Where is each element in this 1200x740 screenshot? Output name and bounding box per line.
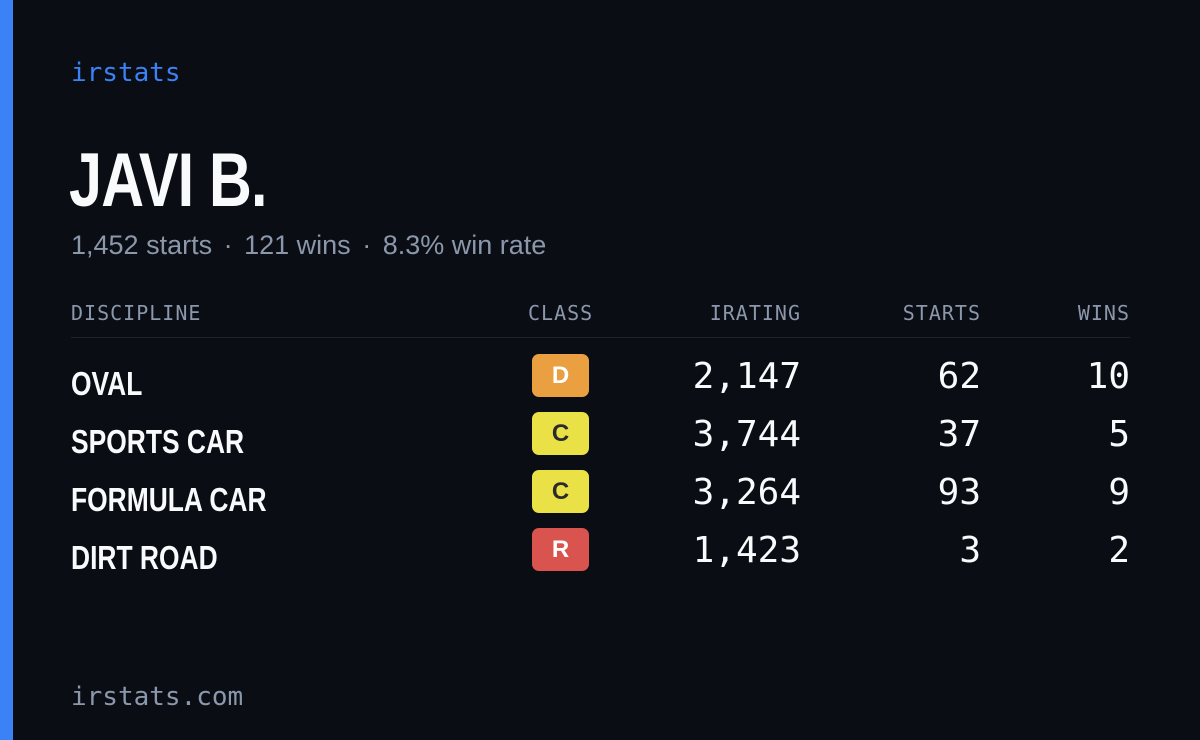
wins-value: 9 <box>1108 472 1130 513</box>
discipline-name: SPORTS CAR <box>71 423 245 460</box>
discipline-name: FORMULA CAR <box>71 481 267 518</box>
brand-logo[interactable]: irstats <box>71 58 181 88</box>
column-header-starts: STARTS <box>902 301 981 325</box>
summary-starts: 1,452 starts <box>71 230 213 260</box>
column-header-wins: WINS <box>1077 301 1130 325</box>
starts-value: 62 <box>937 356 981 397</box>
column-header-class: CLASS <box>528 301 594 325</box>
wins-value: 2 <box>1108 530 1130 571</box>
summary-separator: · <box>223 230 233 260</box>
irating-value: 2,147 <box>692 356 801 397</box>
driver-name: JAVI B. <box>69 138 267 223</box>
license-class-badge: C <box>532 470 589 513</box>
license-class-badge: D <box>532 354 589 397</box>
accent-bar <box>0 0 13 740</box>
table-row: OVAL D 2,147 62 10 <box>71 354 1130 412</box>
discipline-name: OVAL <box>71 365 143 402</box>
starts-value: 37 <box>937 414 981 455</box>
summary-wins: 121 wins <box>244 230 351 260</box>
irating-value: 1,423 <box>692 530 801 571</box>
license-class-badge: C <box>532 412 589 455</box>
summary-separator: · <box>362 230 372 260</box>
irating-value: 3,744 <box>692 414 801 455</box>
table-row: DIRT ROAD R 1,423 3 2 <box>71 528 1130 586</box>
footer-domain-link[interactable]: irstats.com <box>71 682 244 712</box>
column-header-irating: IRATING <box>709 301 801 325</box>
career-summary: 1,452 starts · 121 wins · 8.3% win rate <box>71 227 546 263</box>
table-row: FORMULA CAR C 3,264 93 9 <box>71 470 1130 528</box>
summary-win-rate: 8.3% win rate <box>382 230 547 260</box>
starts-value: 93 <box>937 472 981 513</box>
license-class-badge: R <box>532 528 589 571</box>
discipline-name: DIRT ROAD <box>71 539 218 576</box>
column-header-discipline: DISCIPLINE <box>71 301 202 325</box>
wins-value: 10 <box>1086 356 1130 397</box>
wins-value: 5 <box>1108 414 1130 455</box>
header-divider <box>71 337 1130 338</box>
starts-value: 3 <box>959 530 981 571</box>
table-row: SPORTS CAR C 3,744 37 5 <box>71 412 1130 470</box>
irating-value: 3,264 <box>692 472 801 513</box>
